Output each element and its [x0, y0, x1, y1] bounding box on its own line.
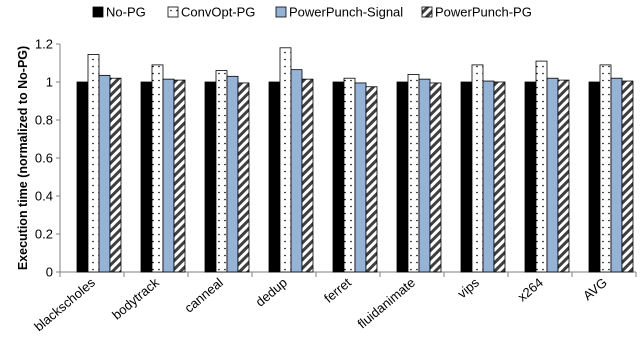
y-tick-label: 0.6	[35, 151, 53, 166]
legend-item-no-pg: No-PG	[92, 5, 146, 20]
bar-powerpunch-signal-ferret	[354, 82, 367, 273]
legend-item-powerpunch-pg: PowerPunch-PG	[421, 5, 532, 20]
bar-convopt-pg-canneal	[215, 70, 228, 273]
bar-no-pg-bodytrack	[140, 81, 153, 273]
bar-powerpunch-signal-canneal	[226, 75, 239, 273]
bar-powerpunch-signal-vips	[482, 80, 495, 273]
y-tick-label: 0.4	[35, 189, 53, 204]
bar-convopt-pg-avg	[599, 64, 612, 273]
x-tick-label: x264	[515, 275, 546, 305]
bar-no-pg-vips	[460, 81, 473, 273]
bar-powerpunch-pg-blackscholes	[109, 77, 122, 273]
x-axis-ticks: blackscholes bodytrack canneal dedup ferret f…	[31, 272, 637, 334]
bar-powerpunch-signal-bodytrack	[162, 78, 175, 273]
bar-powerpunch-pg-avg	[621, 80, 634, 273]
bars	[76, 47, 634, 273]
x-tick-label: AVG	[580, 275, 610, 304]
bar-convopt-pg-vips	[471, 64, 484, 273]
y-axis-ticks: 0 0.2 0.4 0.6 0.8 1 1.2	[35, 37, 60, 280]
legend-item-convopt-pg: ConvOpt-PG	[167, 5, 255, 20]
bar-powerpunch-pg-vips	[493, 81, 506, 273]
y-tick-label: 1	[46, 75, 53, 90]
bar-powerpunch-signal-dedup	[290, 69, 303, 273]
legend: No-PG ConvOpt-PG PowerPunch-Signal Power…	[92, 5, 532, 20]
legend-label-no-pg: No-PG	[106, 5, 146, 20]
legend-label-powerpunch-signal: PowerPunch-Signal	[289, 5, 403, 20]
bar-no-pg-x264	[524, 81, 537, 273]
bar-convopt-pg-ferret	[343, 77, 356, 273]
legend-swatch-powerpunch-signal	[275, 6, 287, 18]
legend-swatch-convopt-pg	[167, 6, 179, 18]
bar-powerpunch-signal-avg	[610, 77, 623, 273]
x-tick-label: bodytrack	[109, 274, 162, 322]
bar-powerpunch-pg-canneal	[237, 82, 250, 273]
bar-powerpunch-pg-bodytrack	[173, 79, 186, 273]
x-tick-label: dedup	[253, 275, 290, 310]
legend-label-convopt-pg: ConvOpt-PG	[181, 5, 255, 20]
y-tick-label: 1.2	[35, 37, 53, 52]
bar-powerpunch-signal-blackscholes	[98, 74, 111, 273]
x-tick-label: vips	[455, 274, 483, 301]
y-axis-title: Execution time (normalized to No-PG)	[16, 46, 30, 270]
bar-powerpunch-pg-dedup	[301, 78, 314, 273]
y-tick-label: 0.8	[35, 113, 53, 128]
y-tick-label: 0	[46, 265, 53, 280]
bar-powerpunch-pg-x264	[557, 79, 570, 273]
x-tick-label: blackscholes	[31, 274, 98, 334]
bar-no-pg-avg	[588, 81, 601, 273]
bar-powerpunch-signal-fluidanimate	[418, 78, 431, 273]
y-tick-label: 0.2	[35, 227, 53, 242]
x-tick-label: fluidanimate	[355, 275, 418, 332]
bar-convopt-pg-x264	[535, 60, 548, 273]
bar-no-pg-dedup	[268, 81, 281, 273]
bar-convopt-pg-fluidanimate	[407, 74, 420, 273]
bar-powerpunch-pg-fluidanimate	[429, 82, 442, 273]
bar-no-pg-canneal	[204, 81, 217, 273]
bar-convopt-pg-blackscholes	[87, 54, 100, 273]
bar-powerpunch-signal-x264	[546, 77, 559, 273]
bar-convopt-pg-dedup	[279, 47, 292, 273]
bar-no-pg-blackscholes	[76, 81, 89, 273]
x-tick-label: ferret	[321, 275, 354, 306]
legend-swatch-no-pg	[92, 6, 104, 18]
x-tick-label: canneal	[181, 275, 226, 316]
legend-label-powerpunch-pg: PowerPunch-PG	[435, 5, 532, 20]
bar-powerpunch-pg-ferret	[365, 86, 378, 273]
bar-no-pg-ferret	[332, 81, 345, 273]
legend-item-powerpunch-signal: PowerPunch-Signal	[275, 5, 403, 20]
bar-no-pg-fluidanimate	[396, 81, 409, 273]
legend-swatch-powerpunch-pg	[421, 6, 433, 18]
bar-convopt-pg-bodytrack	[151, 64, 164, 273]
